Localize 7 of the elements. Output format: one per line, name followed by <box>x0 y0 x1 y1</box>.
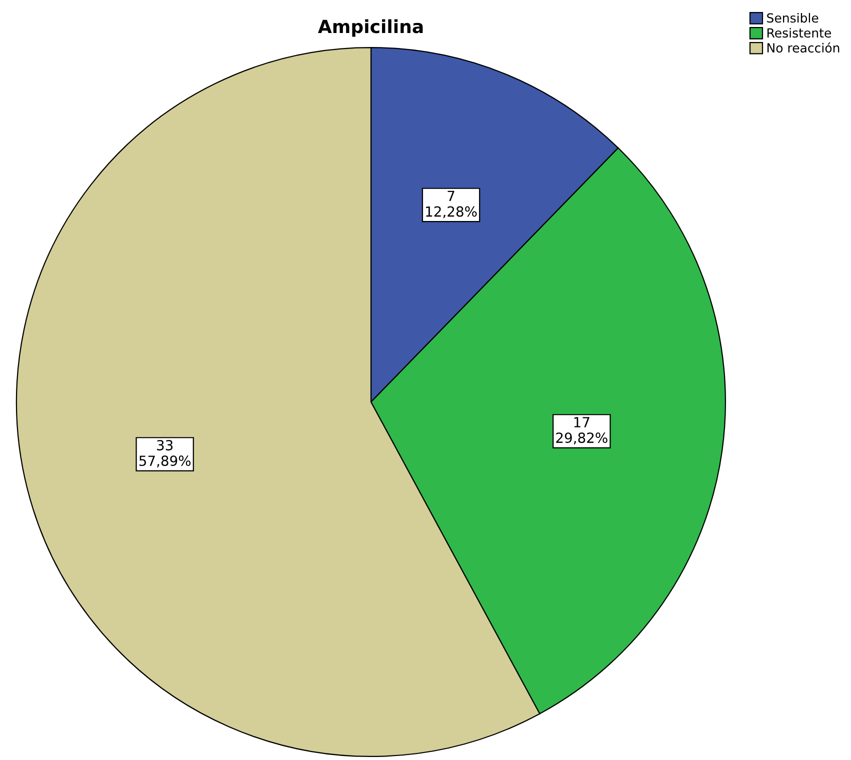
legend-label: Resistente <box>767 28 831 38</box>
legend-label: Sensible <box>767 12 818 23</box>
legend-label: No reacción <box>767 42 840 53</box>
data-label: 33 57,89% <box>139 440 191 468</box>
data-label: 7 12,28% <box>426 190 477 218</box>
chart-title: Ampicilina <box>318 19 423 37</box>
data-label: 17 29,82% <box>556 417 608 444</box>
